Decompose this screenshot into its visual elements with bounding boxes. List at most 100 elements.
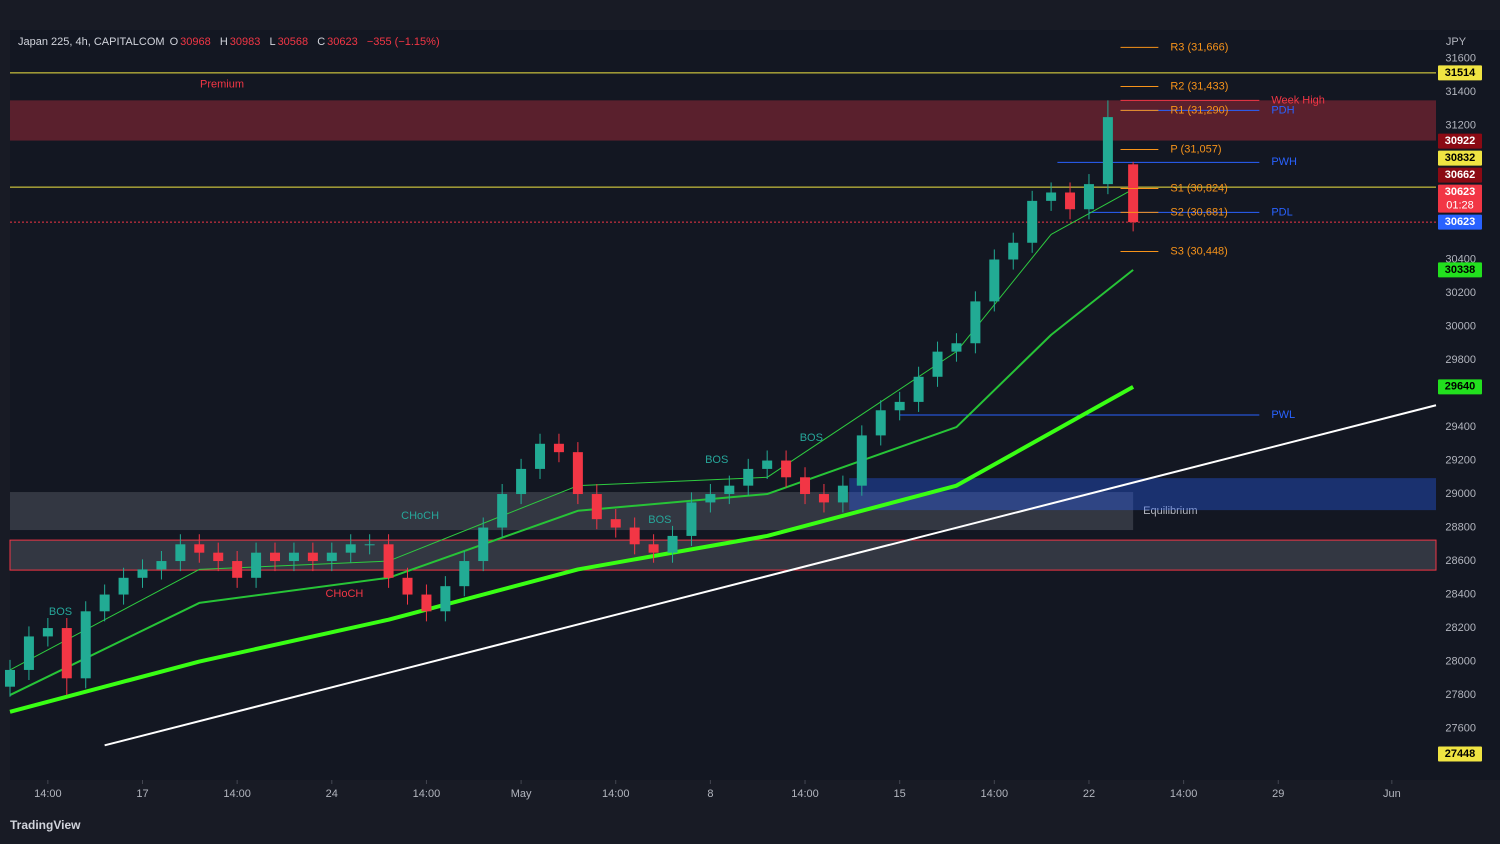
price-badge-label: 27448 [1445, 748, 1476, 760]
candle-body [345, 544, 356, 553]
candle-body [364, 544, 375, 546]
x-tick-label: 22 [1083, 788, 1095, 800]
x-tick-label: 29 [1272, 788, 1284, 800]
price-badge-label: 30832 [1445, 152, 1476, 164]
candle-body [970, 301, 981, 344]
structure-label: BOS [800, 432, 823, 444]
candle-body [629, 527, 640, 545]
legend-header: Japan 225, 4h, CAPITALCOM O 30968 H 30983 … [18, 36, 446, 48]
price-badge [1438, 214, 1482, 230]
candle-body [497, 494, 508, 528]
candle-body [307, 552, 318, 562]
currency: JPY [1446, 36, 1467, 48]
y-tick-label: 28200 [1445, 622, 1476, 634]
close: 30623 [327, 36, 358, 48]
x-tick-label: 14:00 [413, 788, 441, 800]
price-badge [1438, 262, 1482, 278]
candle-body [1065, 192, 1076, 210]
price-badge-label: 30662 [1445, 169, 1476, 181]
price-badge-label: 30338 [1445, 264, 1476, 276]
zone-label: Premium [200, 78, 244, 90]
structure-label: CHoCH [401, 510, 439, 522]
candle-body [421, 594, 432, 612]
candle-body [762, 460, 773, 469]
structure-label: CHoCH [325, 588, 363, 600]
candle-body [705, 494, 716, 503]
open: 30968 [180, 36, 211, 48]
pivot-label: R3 (31,666) [1170, 41, 1228, 53]
moving-average [9, 269, 1134, 696]
candle-body [667, 535, 678, 553]
low: 30568 [277, 36, 309, 48]
candle-body [156, 561, 167, 570]
candle-body [1046, 192, 1057, 201]
candle-body [5, 669, 15, 687]
candle-body [251, 552, 262, 578]
y-tick-label: 29000 [1445, 488, 1476, 500]
candle-body [610, 519, 621, 528]
x-tick-label: 15 [894, 788, 906, 800]
y-tick-label: 29800 [1445, 354, 1476, 366]
candle-body [61, 628, 72, 679]
y-tick-label: 28400 [1445, 588, 1476, 600]
moving-average [9, 188, 1134, 671]
candle-body [781, 460, 792, 478]
price-badge-label: 30922 [1445, 135, 1476, 147]
y-tick-label: 27800 [1445, 689, 1476, 701]
price-badge [1438, 379, 1482, 395]
candle-body [800, 477, 811, 495]
y-tick-label: 28000 [1445, 655, 1476, 667]
x-tick-label: 14:00 [1170, 788, 1198, 800]
candle-body [99, 594, 110, 612]
y-tick-label: 28600 [1445, 555, 1476, 567]
price-badge-label: 29640 [1445, 381, 1476, 393]
candle-body [1102, 117, 1113, 185]
c-label: C [317, 36, 326, 48]
candle-body [572, 452, 583, 495]
o-label: O [169, 36, 179, 48]
pivot-label: S1 (30,824) [1170, 182, 1227, 194]
price-badge [1438, 133, 1482, 149]
candle-body [42, 628, 53, 637]
level-label: Week High [1271, 94, 1325, 106]
candle-body [80, 611, 91, 679]
level-label: PDL [1271, 206, 1292, 218]
candle-body [724, 485, 735, 495]
price-badge-label: 30623 [1445, 186, 1476, 198]
candle-body [175, 544, 186, 562]
candle-body [648, 544, 659, 553]
x-tick-label: 17 [136, 788, 148, 800]
structure-label: BOS [705, 454, 728, 466]
candle-body [459, 561, 470, 587]
brand[interactable]: TradingView [10, 818, 81, 832]
candle-body [686, 502, 697, 536]
pivot-label: R2 (31,433) [1170, 80, 1228, 92]
candle-body [535, 443, 546, 469]
zone [849, 478, 1436, 511]
candle-body [270, 552, 281, 562]
candle-body [326, 552, 337, 562]
l-label: L [269, 36, 276, 48]
price-badge [1438, 184, 1482, 213]
y-tick-label: 29200 [1445, 454, 1476, 466]
candle-body [743, 468, 754, 486]
candle-body [989, 259, 1000, 302]
candle-body [383, 544, 394, 578]
y-tick-label: 31200 [1445, 119, 1476, 131]
candle-body [818, 494, 829, 503]
candle-body [478, 527, 489, 562]
candle-body [553, 443, 564, 453]
x-tick-label: 14:00 [223, 788, 251, 800]
candle-body [913, 376, 924, 402]
candle-body [23, 636, 34, 670]
zone [10, 492, 1134, 531]
x-tick-label: 8 [707, 788, 713, 800]
zone [10, 100, 1436, 141]
candle-body [440, 586, 451, 612]
y-tick-label: 31400 [1445, 86, 1476, 98]
price-badge [1438, 746, 1482, 762]
candle-body [137, 569, 148, 578]
level-label: PWH [1271, 156, 1297, 168]
y-tick-label: 29400 [1445, 421, 1476, 433]
